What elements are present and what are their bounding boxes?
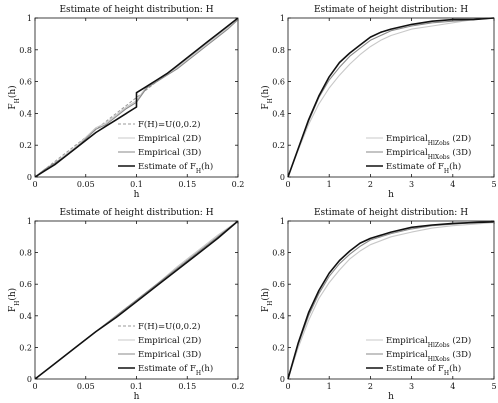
- x-tick-label: 5: [491, 180, 496, 189]
- y-tick-label: 1: [27, 217, 32, 226]
- y-tick-label: 1: [27, 14, 32, 23]
- x-tick-label: 0.2: [232, 180, 245, 189]
- y-tick-label: 0.4: [272, 312, 285, 321]
- legend-label: EmpiricalHlXobs (3D): [386, 147, 471, 161]
- y-axis-label: FH(h): [260, 85, 274, 109]
- y-tick-label: 0.6: [19, 78, 32, 87]
- y-tick-label: 0.8: [19, 46, 32, 55]
- y-tick-label: 0.6: [272, 78, 285, 87]
- x-tick-label: 0.1: [130, 382, 143, 391]
- x-tick-label: 4: [450, 382, 455, 391]
- y-tick-label: 0: [27, 173, 32, 182]
- y-axis-label: FH(h): [7, 85, 21, 109]
- chart-panel-1: Estimate of height distribution: H 0 0.05 0…: [7, 5, 244, 200]
- legend-label: EmpiricalHlZobs (2D): [386, 133, 471, 147]
- series-line-estimate: [34, 220, 239, 380]
- x-axis-label: h: [388, 392, 394, 402]
- y-tick-label: 0: [280, 375, 285, 384]
- x-tick-label: 0: [285, 382, 290, 391]
- chart-panel-3: Estimate of height distribution: H 0 0.05 0…: [7, 208, 244, 402]
- y-tick-label: 0.6: [272, 280, 285, 289]
- x-tick-label: 0.05: [77, 180, 95, 189]
- x-tick-label: 0: [285, 180, 290, 189]
- legend-label: Empirical (3D): [138, 147, 201, 158]
- x-tick-label: 5: [491, 382, 496, 391]
- y-tick-label: 1: [280, 217, 285, 226]
- y-axis-label: FH(h): [7, 288, 21, 312]
- y-tick-label: 0.6: [19, 280, 32, 289]
- y-tick-label: 0.4: [19, 312, 32, 321]
- x-tick-label: 2: [368, 382, 373, 391]
- chart-title: Estimate of height distribution: H: [314, 208, 468, 218]
- series-line-emp2d: [287, 17, 495, 178]
- y-tick-label: 0.8: [272, 249, 285, 258]
- chart-panel-4: Estimate of height distribution: H 0 1 2 3 4 5…: [260, 208, 497, 402]
- x-tick-label: 4: [450, 180, 455, 189]
- x-tick-label: 0: [32, 180, 37, 189]
- legend-label: Empirical (2D): [138, 133, 201, 144]
- legend-label: Estimate of FH(h): [386, 363, 461, 377]
- x-tick-label: 0.05: [77, 382, 95, 391]
- series-line-estimate: [287, 221, 495, 380]
- legend-label: Estimate of FH(h): [138, 161, 213, 175]
- x-tick-label: 0.1: [130, 180, 143, 189]
- y-tick-label: 0.2: [19, 141, 32, 150]
- y-axis-label: FH(h): [260, 288, 274, 312]
- chart-title: Estimate of height distribution: H: [314, 5, 468, 15]
- y-tick-label: 0.4: [272, 109, 285, 118]
- x-tick-label: 0.15: [178, 382, 196, 391]
- y-tick-label: 0.2: [272, 141, 285, 150]
- plot-frame: [287, 220, 495, 380]
- series-line-uniform: [34, 17, 239, 178]
- y-tick-label: 0.8: [272, 46, 285, 55]
- y-tick-label: 0.8: [19, 249, 32, 258]
- legend-label: F(H)=U(0,0.2): [138, 119, 201, 130]
- series-line-emp2d: [287, 222, 495, 380]
- x-axis-label: h: [388, 190, 394, 200]
- chart-panel-2: Estimate of height distribution: H 0 1 2 3 4 5…: [260, 5, 497, 200]
- x-axis-label: h: [134, 392, 140, 402]
- x-tick-label: 3: [409, 180, 414, 189]
- legend-label: Empirical (3D): [138, 349, 201, 360]
- x-tick-label: 1: [327, 382, 332, 391]
- legend-label: EmpiricalHlXobs (3D): [386, 349, 471, 363]
- y-tick-label: 1: [280, 14, 285, 23]
- x-tick-label: 1: [327, 180, 332, 189]
- x-tick-label: 0: [32, 382, 37, 391]
- series-line-estimate: [34, 17, 239, 178]
- y-tick-label: 0.2: [272, 343, 285, 352]
- legend-label: Empirical (2D): [138, 335, 201, 346]
- x-tick-label: 2: [368, 180, 373, 189]
- y-tick-label: 0: [280, 173, 285, 182]
- y-tick-label: 0.4: [19, 109, 32, 118]
- legend-label: Estimate of FH(h): [386, 161, 461, 175]
- series-line-estimate: [287, 17, 495, 178]
- x-axis-label: h: [134, 190, 140, 200]
- chart-title: Estimate of height distribution: H: [59, 5, 213, 15]
- plot-frame: [287, 17, 495, 178]
- legend-label: F(H)=U(0,0.2): [138, 321, 201, 332]
- y-tick-label: 0.2: [19, 343, 32, 352]
- chart-title: Estimate of height distribution: H: [59, 208, 213, 218]
- y-tick-label: 0: [27, 375, 32, 384]
- legend-label: Estimate of FH(h): [138, 363, 213, 377]
- x-tick-label: 0.15: [178, 180, 196, 189]
- x-tick-label: 3: [409, 382, 414, 391]
- x-tick-label: 0.2: [232, 382, 245, 391]
- legend-label: EmpiricalHlZobs (2D): [386, 335, 471, 349]
